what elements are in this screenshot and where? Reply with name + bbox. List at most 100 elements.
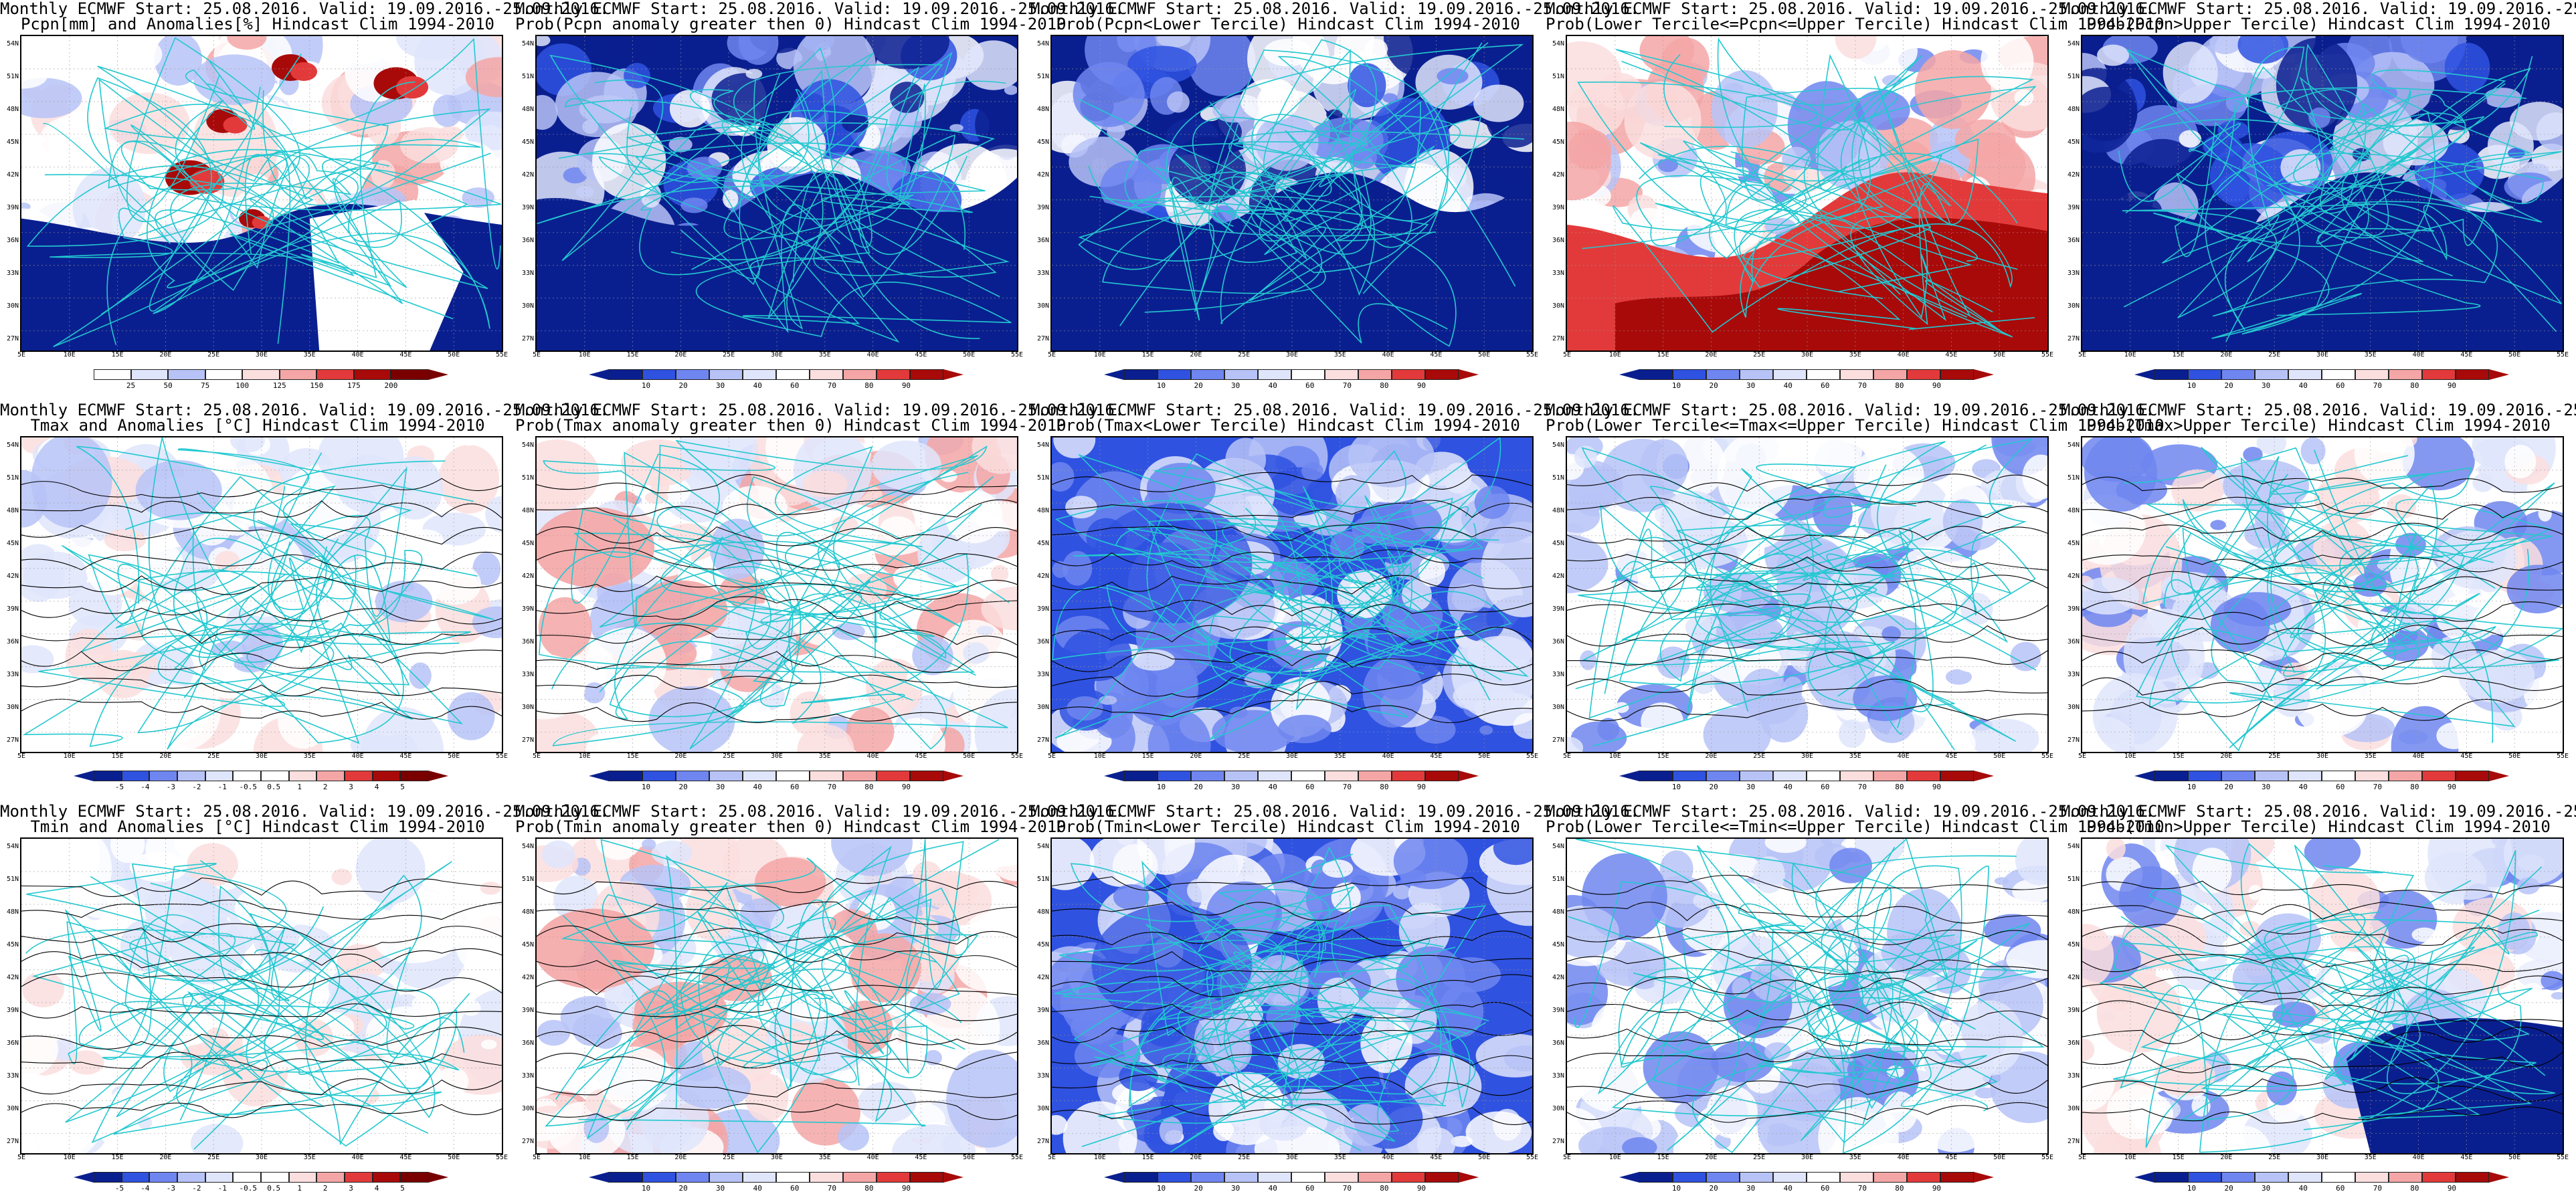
colorbar-tick-label: 70 [1857,783,1867,791]
longitude-label: 10E [63,1154,76,1161]
latitude-label: 51N [521,875,534,883]
panel-title-line2: Prob(Lower Tercile<=Tmax<=Upper Tercile)… [1546,416,2165,435]
colorbar-max-arrow [943,1172,963,1183]
colorbar-cell [2322,1172,2355,1183]
longitude-label: 5E [1562,1154,1572,1161]
colorbar-tick-label: 10 [1671,1184,1681,1193]
map-panel: Monthly ECMWF Start: 25.08.2016. Valid: … [1546,803,2165,1204]
longitude-label: 30E [2316,351,2329,359]
map-field-svg [21,437,502,752]
longitude-label: 30E [255,1154,268,1161]
colorbar-tick-label: -3 [166,1184,175,1193]
latitude-label: 30N [1036,302,1049,310]
longitude-label: 20E [674,351,687,359]
longitude-label: 40E [351,351,364,359]
longitude-label: 10E [63,752,76,760]
latitude-label: 54N [1036,40,1049,47]
longitude-label: 20E [159,1154,172,1161]
latitude-label: 51N [6,875,19,883]
latitude-label: 45N [1036,138,1049,146]
longitude-label: 40E [866,752,879,760]
longitude-label: 20E [159,752,172,760]
longitude-label: 15E [626,351,639,359]
map-field-svg [537,36,1017,350]
longitude-label: 25E [2268,351,2281,359]
colorbar-cell [130,369,169,380]
colorbar-cell [1873,1172,1907,1183]
colorbar-max-arrow [2489,1172,2509,1183]
longitude-label: 20E [1190,1154,1202,1161]
colorbar-tick-label: 60 [790,783,800,791]
longitude-label: 50E [448,351,460,359]
colorbar-cell [242,369,280,380]
latitude-label: 54N [1036,843,1049,850]
longitude-label: 55E [2556,1154,2569,1161]
longitude-label: 50E [963,1154,976,1161]
latitude-label: 42N [6,171,19,179]
latitude-label: 51N [1552,72,1564,80]
latitude-label: 30N [6,302,19,310]
colorbar-cell [2221,1172,2255,1183]
map-panel: Monthly ECMWF Start: 25.08.2016. Valid: … [515,401,1124,803]
colorbar-tick-label: 50 [163,381,173,390]
longitude-label: 10E [1093,351,1106,359]
colorbar-cell [1191,369,1224,380]
colorbar-tick-label: 30 [1746,381,1756,390]
map-field-svg [1567,839,2047,1153]
colorbar-tick-label: 30 [1231,381,1240,390]
latitude-label: 51N [2067,875,2080,883]
colorbar-tick-label: 200 [384,381,398,390]
longitude-label: 25E [207,351,220,359]
latitude-label: 48N [6,105,19,113]
longitude-label: 35E [1333,351,1346,359]
longitude-label: 20E [1190,752,1202,760]
map-panel: Monthly ECMWF Start: 25.08.2016. Valid: … [0,401,609,803]
colorbar-tick-label: 90 [1416,1184,1427,1193]
latitude-label: 36N [521,236,534,244]
colorbar-tick-label: 40 [1268,1184,1277,1193]
latitude-label: 45N [1552,940,1564,948]
latitude-label: 39N [1036,203,1049,211]
colorbar-tick-label: 40 [2298,783,2308,791]
latitude-label: 27N [521,334,534,342]
colorbar-cell [353,369,391,380]
colorbar-cell [1124,1172,1158,1183]
colorbar-cell [810,1172,843,1183]
colorbar-cell [2255,771,2288,781]
longitude-label: 10E [578,1154,591,1161]
colorbar-cell [1673,369,1706,380]
colorbar-cell [776,771,810,781]
latitude-label: 33N [2067,1072,2080,1080]
longitude-label: 5E [2078,1154,2087,1161]
colorbar-cell [372,771,401,781]
panel-title-line2: Prob(Tmin<Lower Tercile) Hindcast Clim 1… [1056,817,1520,836]
colorbar-cell [676,771,709,781]
panel-title-line2: Prob(Tmax<Lower Tercile) Hindcast Clim 1… [1056,416,1520,435]
map-field-svg [537,839,1017,1153]
colorbar-tick-label: 80 [1895,381,1904,390]
colorbar-tick-label: -3 [166,783,175,791]
longitude-label: 10E [63,351,76,359]
colorbar-cell [233,771,261,781]
longitude-label: 5E [2078,752,2087,760]
colorbar-cell [642,771,676,781]
panel-title-line2: Prob(Lower Tercile<=Tmin<=Upper Tercile)… [1546,817,2165,836]
latitude-label: 54N [6,843,19,850]
colorbar-tick-label: 60 [2336,783,2345,791]
colorbar-tick-label: 60 [1821,1184,1830,1193]
latitude-label: 27N [6,1137,19,1145]
colorbar-cell [94,369,131,380]
colorbar-tick-label: 40 [753,783,762,791]
colorbar-tick-label: 80 [2410,783,2419,791]
latitude-label: 51N [1552,474,1564,482]
longitude-label: 15E [1657,351,1669,359]
longitude-label: 50E [2508,351,2521,359]
latitude-label: 27N [1036,1137,1049,1145]
latitude-label: 51N [1036,474,1049,482]
longitude-label: 35E [1849,752,1861,760]
latitude-label: 30N [1036,703,1049,711]
colorbar-tick-label: 90 [901,381,911,390]
colorbar-tick-label: 80 [1380,783,1389,791]
forecast-map [1050,35,1534,352]
colorbar-tick-label: 90 [1416,783,1427,791]
